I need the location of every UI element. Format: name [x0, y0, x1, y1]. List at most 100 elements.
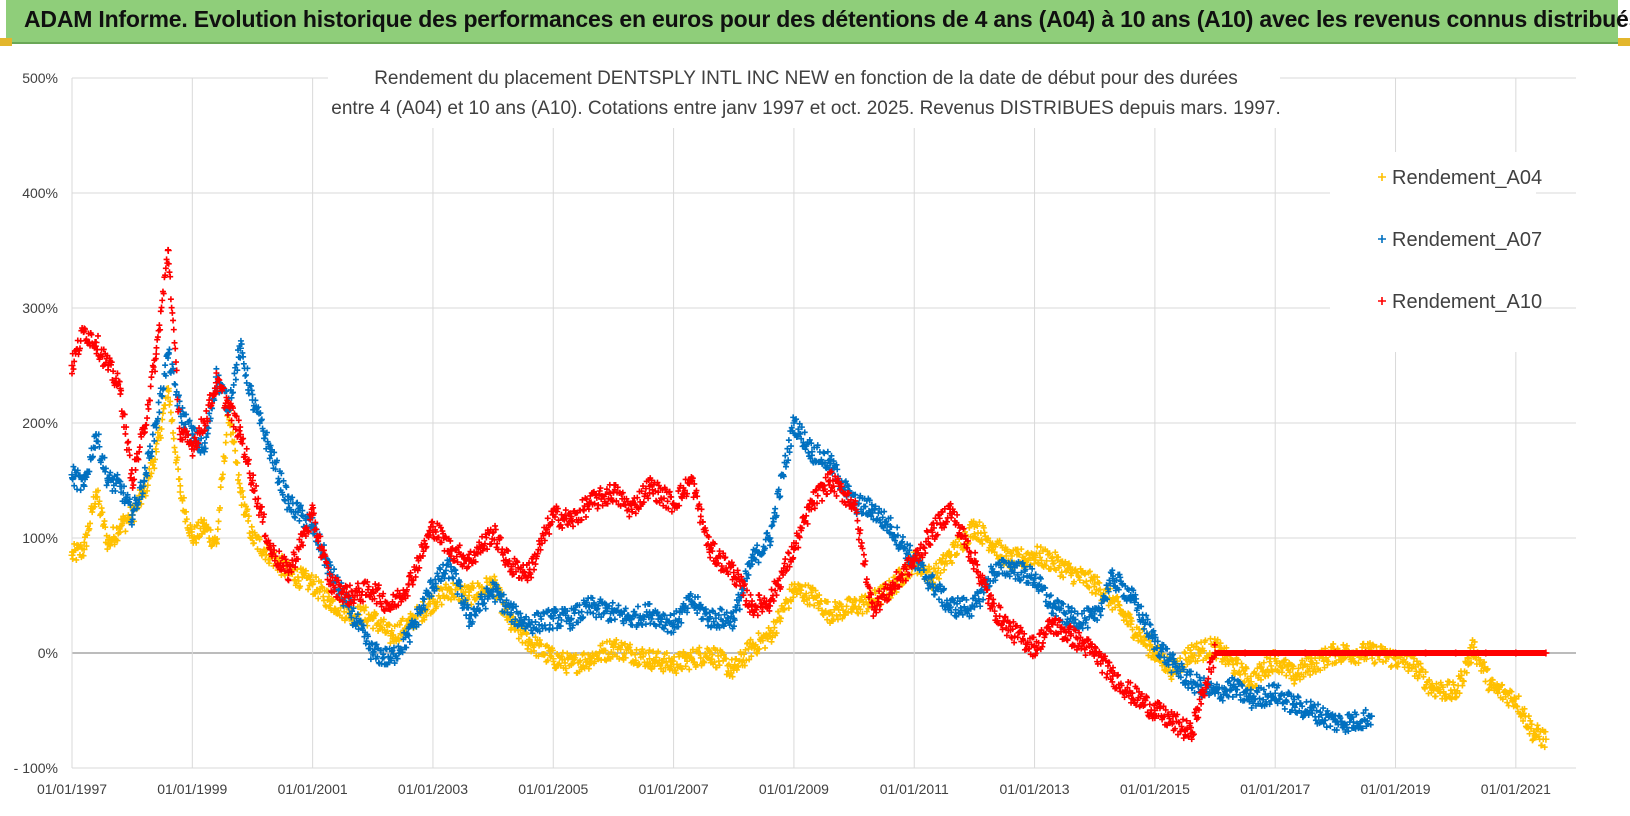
scatter-point	[361, 607, 368, 614]
scatter-point	[169, 416, 176, 423]
scatter-point	[1200, 647, 1207, 654]
scatter-point	[172, 381, 179, 388]
scatter-point	[697, 654, 704, 661]
scatter-point	[741, 651, 748, 658]
scatter-point	[183, 508, 190, 515]
scatter-point	[1260, 659, 1267, 666]
scatter-point	[207, 526, 214, 533]
scatter-point	[755, 630, 762, 637]
scatter-point	[147, 383, 154, 390]
scatter-point	[144, 415, 151, 422]
scatter-point	[421, 616, 428, 623]
scatter-point	[114, 537, 121, 544]
scatter-point	[80, 482, 88, 490]
scatter-point	[816, 592, 823, 599]
scatter-point	[578, 666, 585, 673]
scatter-point	[386, 622, 393, 629]
scatter-point	[1016, 551, 1023, 558]
scatter-point	[144, 487, 151, 494]
scatter-point	[158, 426, 165, 433]
scatter-point	[532, 634, 539, 641]
scatter-point	[951, 544, 958, 551]
scatter-point	[1340, 641, 1347, 648]
scatter-point	[1237, 671, 1244, 678]
scatter-point	[673, 670, 680, 677]
scatter-point	[723, 655, 730, 662]
scatter-point	[1286, 669, 1293, 676]
scatter-point	[319, 584, 326, 591]
scatter-point	[1279, 665, 1286, 672]
scatter-point	[679, 666, 686, 673]
scatter-point	[122, 430, 129, 437]
scatter-point	[217, 484, 224, 491]
scatter-point	[451, 594, 458, 601]
scatter-point	[811, 602, 818, 609]
scatter-point	[1317, 667, 1324, 674]
scatter-point	[859, 610, 866, 617]
scatter-point	[162, 362, 169, 369]
scatter-point	[151, 465, 158, 472]
scatter-point	[815, 605, 822, 612]
scatter-point	[735, 663, 742, 670]
scatter-point	[682, 663, 689, 670]
scatter-point	[101, 518, 108, 525]
scatter-point	[746, 656, 753, 663]
scatter-point	[80, 552, 87, 559]
scatter-point	[474, 580, 481, 587]
scatter-point	[245, 513, 252, 520]
scatter-point	[1300, 673, 1307, 680]
scatter-point	[156, 409, 163, 416]
scatter-point	[222, 439, 229, 446]
scatter-point	[711, 659, 718, 666]
scatter-point	[862, 592, 869, 599]
scatter-point	[1214, 636, 1221, 643]
scatter-point	[235, 476, 242, 483]
scatter-point	[1217, 640, 1224, 647]
scatter-point	[1043, 557, 1050, 564]
scatter-point	[1281, 705, 1288, 712]
scatter-point	[177, 482, 184, 489]
scatter-point	[848, 608, 855, 615]
scatter-point	[671, 653, 678, 660]
scatter-point	[523, 631, 530, 638]
scatter-point	[1018, 546, 1025, 553]
scatter-point	[305, 586, 312, 593]
scatter-point	[993, 552, 1000, 559]
scatter-point	[544, 657, 551, 664]
scatter-point	[843, 603, 850, 610]
scatter-point	[362, 604, 369, 611]
scatter-point	[146, 443, 153, 450]
scatter-point	[633, 646, 640, 653]
scatter-point	[872, 590, 879, 597]
scatter-point	[952, 539, 959, 546]
scatter-point	[235, 471, 242, 478]
scatter-point	[1086, 568, 1093, 575]
scatter-point	[1055, 554, 1062, 561]
scatter-point	[768, 586, 775, 593]
scatter-point	[96, 443, 103, 450]
scatter-point	[1097, 586, 1104, 593]
scatter-point	[1234, 656, 1241, 663]
scatter-point	[285, 577, 292, 584]
scatter-point	[136, 444, 143, 451]
scatter-point	[659, 659, 666, 666]
scatter-point	[111, 541, 118, 548]
scatter-point	[849, 599, 856, 606]
scatter-point	[1096, 579, 1103, 586]
scatter-point	[214, 526, 221, 533]
scatter-point	[434, 599, 441, 606]
scatter-point	[77, 487, 84, 494]
scatter-point	[729, 673, 736, 680]
scatter-point	[621, 650, 628, 657]
scatter-point	[777, 615, 784, 622]
scatter-point	[1143, 642, 1150, 649]
scatter-point	[833, 612, 840, 619]
scatter-point	[148, 374, 155, 381]
scatter-point	[515, 635, 522, 642]
scatter-point	[99, 509, 106, 516]
scatter-point	[167, 409, 174, 416]
scatter-point	[438, 601, 445, 608]
scatter-point	[323, 603, 330, 610]
scatter-point	[747, 636, 754, 643]
scatter-point	[167, 296, 174, 303]
